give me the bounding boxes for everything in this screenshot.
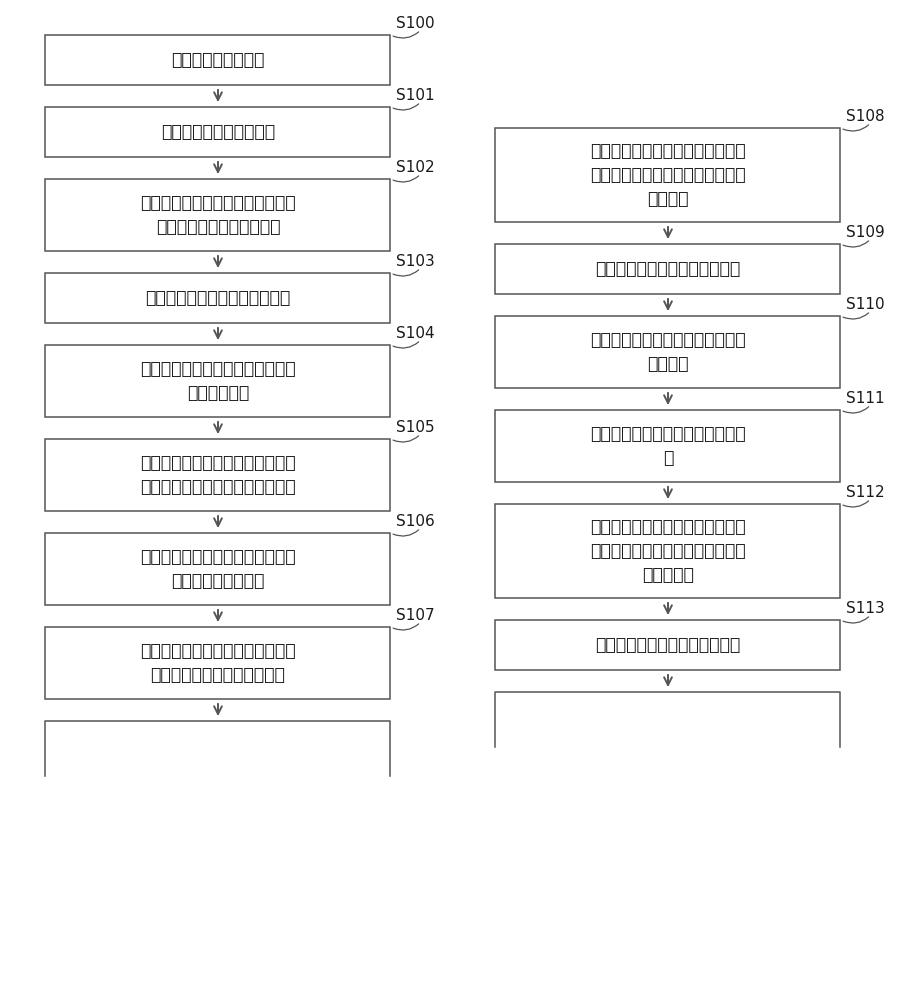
Text: 根据第一直流信号，计算光调制器
工作点的工作偏置电压和半波电压: 根据第一直流信号，计算光调制器 工作点的工作偏置电压和半波电压 (140, 454, 296, 496)
Text: 向光调制器输出扫描电压: 向光调制器输出扫描电压 (161, 123, 275, 141)
Text: 将第二光信号转化为第二电信号: 将第二光信号转化为第二电信号 (594, 260, 740, 278)
Text: 采集经过光调制器根据工作偏置电
压和抖动信号进行调制后输出的第
二光信号: 采集经过光调制器根据工作偏置电 压和抖动信号进行调制后输出的第 二光信号 (590, 142, 745, 208)
Text: 通过滤波器过滤第二电信号，输出
谐波分量: 通过滤波器过滤第二电信号，输出 谐波分量 (590, 331, 745, 373)
Bar (45, 179, 390, 251)
Text: 向光调制器输出工作偏置电压和振
幅为所述抖动振幅的抖动信号: 向光调制器输出工作偏置电压和振 幅为所述抖动振幅的抖动信号 (140, 642, 296, 684)
Bar (45, 627, 390, 699)
Text: S101: S101 (396, 88, 435, 103)
Text: S112: S112 (845, 485, 884, 500)
Bar (45, 273, 390, 323)
Text: S113: S113 (845, 601, 884, 616)
Bar (495, 128, 840, 222)
Text: 将新偏置电压作为工作偏置电压: 将新偏置电压作为工作偏置电压 (594, 636, 740, 654)
Text: S105: S105 (396, 420, 435, 435)
Text: 接收输入的指定指令: 接收输入的指定指令 (171, 51, 264, 69)
Text: 计算谐波分量的谐波振幅和偏移相
位: 计算谐波分量的谐波振幅和偏移相 位 (590, 425, 745, 467)
Bar (45, 107, 390, 157)
Text: S100: S100 (396, 16, 435, 31)
Text: S107: S107 (396, 608, 435, 623)
Bar (495, 244, 840, 294)
Text: 根据偏移相位，结合误差反馈系数
、工作偏置电压和谐波振幅，计算
新偏置电压: 根据偏移相位，结合误差反馈系数 、工作偏置电压和谐波振幅，计算 新偏置电压 (590, 518, 745, 584)
Text: S102: S102 (396, 160, 435, 175)
Text: S111: S111 (845, 391, 884, 406)
Bar (45, 345, 390, 417)
Text: S108: S108 (845, 109, 884, 124)
Bar (495, 504, 840, 598)
Text: 根据半波电压计算误差反馈系数和
抖动信号的抖动振幅: 根据半波电压计算误差反馈系数和 抖动信号的抖动振幅 (140, 548, 296, 590)
Text: S104: S104 (396, 326, 435, 341)
Bar (45, 439, 390, 511)
Bar (495, 410, 840, 482)
Text: 通过滤波器过滤第一电信号，输出
第一直流信号: 通过滤波器过滤第一电信号，输出 第一直流信号 (140, 360, 296, 402)
Text: S103: S103 (396, 254, 435, 269)
Bar (495, 316, 840, 388)
Bar (45, 35, 390, 85)
Bar (45, 533, 390, 605)
Text: S110: S110 (845, 297, 884, 312)
Text: 将第一光信号转化为第一电信号: 将第一光信号转化为第一电信号 (145, 289, 290, 307)
Text: S106: S106 (396, 514, 435, 529)
Text: S109: S109 (845, 225, 884, 240)
Text: 采集经过光调制器根据扫描电压进
行调制后输出的第一光信号: 采集经过光调制器根据扫描电压进 行调制后输出的第一光信号 (140, 194, 296, 236)
Bar (495, 620, 840, 670)
